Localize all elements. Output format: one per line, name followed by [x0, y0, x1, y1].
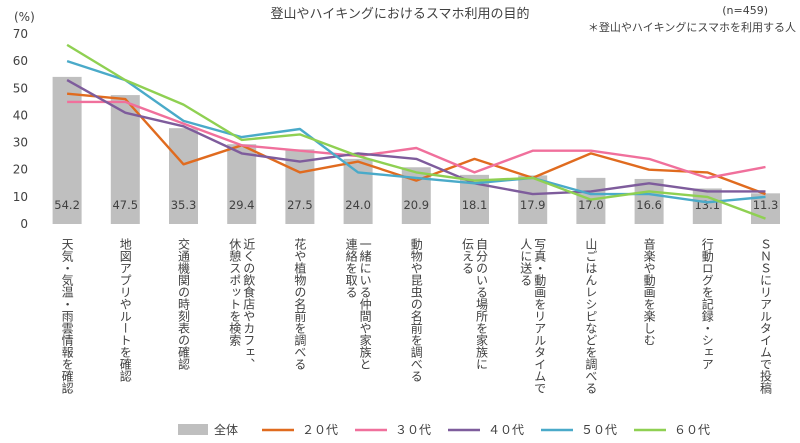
- series-line-3: [66, 79, 766, 196]
- bar: [576, 177, 606, 224]
- bar-data-label: 20.9: [403, 198, 429, 212]
- legend-swatch: [178, 424, 208, 435]
- category-label: 交通機関の時刻表の確認: [177, 237, 191, 370]
- category-label: ＳＮＳにリアルタイムで投稿: [759, 238, 773, 395]
- legend-label: ６０代: [674, 423, 710, 437]
- bar-data-label: 29.4: [229, 198, 255, 212]
- sample-size-note: (n=459): [722, 4, 768, 17]
- bar-data-label: 24.0: [345, 198, 371, 212]
- y-tick-label: 50: [13, 81, 28, 95]
- bar-data-label: 11.3: [753, 198, 779, 212]
- category-label: 動物や昆虫の名前を調べる: [409, 238, 423, 382]
- legend-label: 全体: [214, 422, 238, 437]
- category-label: 休憩スポットを検索: [228, 238, 242, 346]
- y-tick-label: 0: [20, 217, 28, 231]
- series-line-5: [66, 43, 766, 220]
- series-line-2: [67, 100, 766, 180]
- category-label: 行動ログを記録・シェア: [700, 238, 714, 370]
- category-label: 一緒にいる仲間や家族と: [358, 238, 372, 370]
- scope-note: ＊登山やハイキングにスマホを利用する人: [588, 20, 796, 34]
- bar-data-label: 16.6: [636, 198, 662, 212]
- bar-series: [52, 76, 780, 224]
- category-label: 天気・気温・雨雲情報を確認: [60, 238, 74, 394]
- bar-data-labels: 54.2 47.5 35.3 29.4 27.5 24.0 20.9 18.1 17.9 17.0…: [54, 198, 778, 212]
- category-label: 人に送る: [519, 238, 533, 286]
- y-tick-label: 40: [13, 108, 28, 122]
- bar: [169, 128, 198, 224]
- y-tick-label: 10: [13, 190, 28, 204]
- series-line-1: [66, 92, 766, 196]
- y-tick-label: 60: [13, 54, 28, 68]
- y-tick-label: 30: [13, 136, 28, 150]
- category-label: 音楽や動画を楽しむ: [642, 237, 656, 346]
- category-label: 伝える: [461, 238, 475, 274]
- category-labels: 天気・気温・雨雲情報を確認 地図アプリやルートを確認 交通機関の時刻表の確認 近くの飲…: [60, 237, 772, 395]
- bar: [518, 175, 548, 224]
- category-label: 地図アプリやルートを確認: [118, 238, 132, 382]
- y-tick-label: 20: [13, 163, 28, 177]
- bar: [110, 95, 140, 224]
- category-label: 写真・動画をリアルタイムで: [533, 238, 547, 394]
- legend-label: ４０代: [488, 423, 524, 437]
- category-label: 連絡を取る: [344, 238, 358, 298]
- chart-title: 登山やハイキングにおけるスマホ利用の目的: [271, 6, 530, 22]
- line-series: [66, 43, 766, 220]
- category-label: 山ごはんレシピなどを調べる: [584, 238, 598, 394]
- y-tick-label: 70: [13, 27, 28, 41]
- bar-data-label: 17.9: [520, 198, 546, 212]
- category-label: 自分のいる場所を家族に: [475, 238, 489, 370]
- bar-data-label: 54.2: [54, 198, 80, 212]
- bar-data-label: 35.3: [171, 198, 197, 212]
- bar-data-label: 18.1: [462, 198, 488, 212]
- y-axis-ticks: 0 10 20 30 40 50 60 70: [13, 27, 28, 231]
- bar-data-label: 47.5: [112, 198, 138, 212]
- bar: [343, 158, 373, 224]
- bar: [692, 188, 722, 224]
- y-axis-unit: (%): [14, 10, 35, 24]
- bar-data-label: 27.5: [287, 198, 313, 212]
- bar: [227, 144, 257, 224]
- bar: [634, 178, 664, 224]
- legend-label: ２０代: [302, 423, 338, 437]
- category-label: 近くの飲食店やカフェ、: [242, 238, 256, 370]
- legend-label: ３０代: [395, 423, 431, 437]
- legend-label: ５０代: [581, 423, 617, 437]
- legend: 全体 ２０代 ３０代 ４０代 ５０代 ６０代: [178, 422, 710, 437]
- bar-data-label: 17.0: [578, 198, 604, 212]
- category-label: 花や植物の名前を調べる: [293, 237, 307, 370]
- series-line-4: [66, 59, 766, 204]
